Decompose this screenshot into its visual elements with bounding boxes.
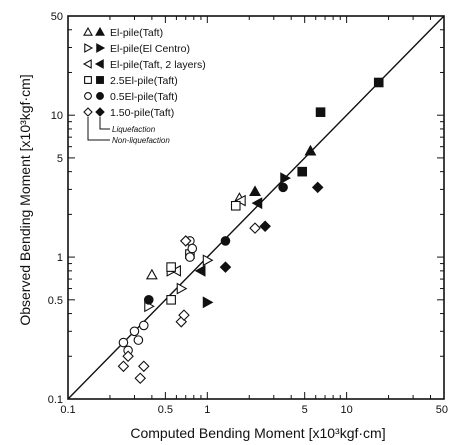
legend-bracket-liquefaction — [100, 117, 110, 129]
y-tick-label: 10 — [51, 110, 63, 122]
series-1 — [145, 173, 290, 311]
data-point — [250, 186, 260, 195]
y-tick-label: 50 — [51, 11, 63, 23]
legend-marker-open — [84, 108, 92, 116]
x-tick-label: 50 — [436, 404, 448, 416]
legend-entry: El-pile(Taft, 2 layers) — [110, 59, 206, 71]
data-point — [139, 361, 149, 371]
y-axis-ticks: 0.1 0.5 1 5 10 50 — [48, 11, 444, 406]
data-point — [374, 78, 383, 87]
data-point — [147, 270, 157, 279]
y-tick-label: 0.5 — [48, 295, 63, 307]
data-point — [167, 296, 176, 305]
data-point — [119, 338, 128, 347]
legend-note-liquefaction: Liquefaction — [112, 125, 156, 134]
data-point — [316, 108, 325, 117]
data-point — [186, 253, 195, 262]
data-point — [231, 202, 240, 211]
data-point — [203, 297, 212, 307]
legend-note-nonliquefaction: Non-liquefaction — [112, 136, 170, 145]
y-tick-label: 1 — [57, 252, 63, 264]
legend-marker-open — [84, 28, 92, 35]
data-point — [221, 237, 230, 246]
series-2 — [171, 196, 261, 276]
series-0 — [147, 146, 316, 279]
plot-area: 0.1 0.5 1 5 10 50 0.1 0.5 1 5 10 50 — [48, 11, 448, 416]
legend: El-pile(Taft) El-pile(El Centro) El-pile(T… — [84, 27, 206, 145]
y-tick-label: 5 — [57, 153, 63, 165]
data-point — [135, 373, 145, 383]
legend-marker-filled — [96, 28, 104, 35]
x-axis-label: Computed Bending Moment [x10³kgf·cm] — [130, 425, 385, 441]
legend-entry: El-pile(Taft) — [110, 27, 163, 39]
legend-entry: 1.50-pile(Taft) — [110, 107, 174, 119]
data-point — [220, 262, 230, 272]
series-5 — [118, 182, 322, 383]
data-point — [130, 327, 139, 336]
y-axis-label: Observed Bending Moment [x10³kgf·cm] — [17, 74, 33, 325]
data-point — [260, 221, 270, 231]
legend-marker-filled — [97, 77, 104, 84]
y-tick-label: 0.1 — [48, 394, 63, 406]
data-points — [118, 78, 383, 383]
legend-marker-open — [85, 77, 92, 84]
data-point — [279, 183, 288, 192]
data-point — [188, 244, 197, 253]
data-point — [177, 284, 186, 294]
data-point — [134, 336, 143, 345]
x-tick-label: 1 — [204, 404, 210, 416]
legend-marker-filled — [96, 60, 103, 68]
data-point — [250, 223, 260, 233]
legend-marker-filled — [97, 44, 104, 52]
legend-entry: 2.5El-pile(Taft) — [110, 75, 178, 87]
data-point — [118, 361, 128, 371]
legend-entry: El-pile(El Centro) — [110, 43, 190, 55]
legend-marker-open — [85, 93, 92, 100]
x-tick-label: 10 — [340, 404, 352, 416]
data-point — [167, 263, 176, 272]
data-point — [145, 296, 154, 305]
data-point — [305, 146, 315, 155]
data-point — [140, 321, 149, 330]
data-point — [298, 167, 307, 176]
legend-entry: 0.5El-pile(Taft) — [110, 91, 178, 103]
legend-marker-filled — [97, 93, 104, 100]
legend-marker-open — [84, 60, 91, 68]
x-tick-label: 0.5 — [158, 404, 173, 416]
x-tick-label: 5 — [302, 404, 308, 416]
data-point — [313, 182, 323, 192]
legend-marker-open — [85, 44, 92, 52]
legend-marker-filled — [96, 108, 104, 116]
